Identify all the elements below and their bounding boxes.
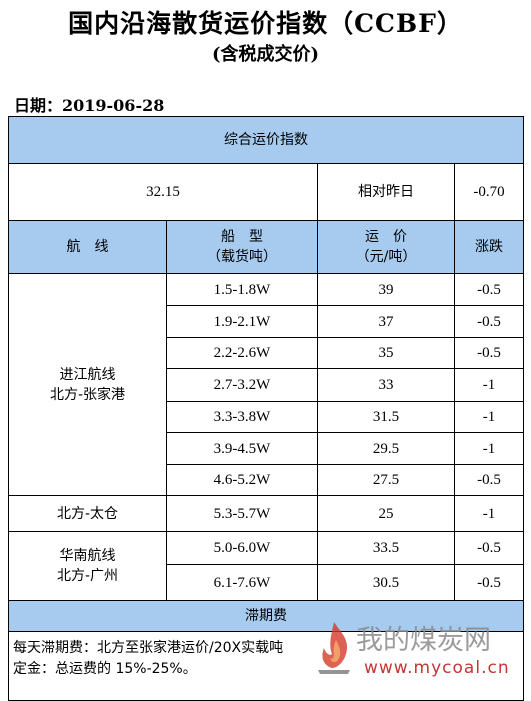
change-column-header: 涨跌	[454, 220, 524, 274]
change-cell: -1	[454, 368, 524, 402]
ship-size-cell: 3.9-4.5W	[166, 432, 318, 465]
change-vs-yesterday-label: 相对昨日	[317, 163, 455, 221]
price-cell: 27.5	[317, 464, 455, 496]
table-row: 6.1-7.6W 30.5 -0.5	[9, 564, 524, 601]
table-row: 2.7-3.2W 33 -1	[9, 368, 524, 402]
table-row: 北方-太仓 5.3-5.7W 25 -1	[8, 495, 524, 532]
table-row: 1.9-2.1W 37 -0.5	[9, 305, 524, 338]
price-cell: 33.5	[317, 531, 455, 565]
change-cell: -1	[454, 401, 524, 433]
freight-header-line1: 运 价	[365, 229, 407, 245]
price-cell: 30.5	[317, 564, 455, 601]
composite-index-value: 32.15	[8, 163, 318, 221]
freight-column-header: 运 价 （元/吨）	[317, 220, 455, 274]
route-name: 进江航线	[59, 366, 116, 383]
table-row: 4.6-5.2W 27.5 -0.5	[9, 464, 524, 496]
table-row: 华南航线 北方-广州 5.0-6.0W 33.5 -0.5	[8, 531, 524, 601]
route-ports: 北方-广州	[56, 568, 119, 584]
change-vs-yesterday-value: -0.70	[454, 163, 524, 221]
change-cell: -1	[454, 432, 524, 465]
price-cell: 33	[317, 368, 455, 402]
table-row: 2.2-2.6W 35 -0.5	[9, 337, 524, 369]
ship-size-cell: 2.2-2.6W	[166, 337, 318, 369]
change-cell: -0.5	[454, 531, 524, 565]
ship-size-cell: 1.5-1.8W	[166, 273, 318, 306]
route-cell-south-china: 华南航线 北方-广州	[8, 531, 167, 601]
report-date: 日期：2019-06-28	[14, 96, 165, 115]
route-name: 华南航线	[59, 548, 116, 564]
change-cell: -0.5	[454, 305, 524, 338]
route-ports: 北方-张家港	[49, 386, 126, 403]
deposit-note: 定金：总运费的 15%-25%。	[13, 661, 197, 677]
change-cell: -0.5	[454, 564, 524, 601]
change-cell: -0.5	[454, 273, 524, 306]
ship-type-column-header: 船 型 （载货吨）	[166, 220, 318, 274]
table-row: 3.9-4.5W 29.5 -1	[9, 432, 524, 465]
ship-size-cell: 1.9-2.1W	[166, 305, 318, 338]
price-cell: 35	[317, 337, 455, 369]
table-row: 3.3-3.8W 31.5 -1	[9, 401, 524, 433]
price-cell: 39	[317, 273, 455, 306]
page-title: 国内沿海散货运价指数（CCBF）	[68, 9, 463, 38]
ship-size-cell: 6.1-7.6W	[166, 564, 318, 601]
route-cell-yangtze: 进江航线 北方-张家港	[8, 273, 167, 496]
table-row: 进江航线 北方-张家港 1.5-1.8W 39 -0.5	[8, 273, 524, 496]
price-cell: 29.5	[317, 432, 455, 465]
ship-size-cell: 3.3-3.8W	[166, 401, 318, 433]
price-cell: 37	[317, 305, 455, 338]
change-cell: -0.5	[454, 337, 524, 369]
ship-type-header-line1: 船 型	[221, 229, 263, 245]
route-column-header: 航 线	[8, 220, 167, 274]
ship-size-cell: 5.0-6.0W	[166, 531, 318, 565]
freight-index-table: 综合运价指数 32.15 相对昨日 -0.70 航 线 船 型 （载货吨） 运 …	[8, 116, 524, 701]
change-cell: -1	[454, 495, 524, 532]
route-cell-taicang: 北方-太仓	[8, 495, 167, 532]
page-subtitle: (含税成交价)	[211, 44, 320, 65]
price-cell: 25	[317, 495, 455, 532]
ship-size-cell: 2.7-3.2W	[166, 368, 318, 402]
demurrage-header: 滞期费	[8, 600, 524, 632]
demurrage-fee-note: 每天滞期费：北方至张家港运价/20X实载吨	[13, 640, 284, 656]
demurrage-notes: 每天滞期费：北方至张家港运价/20X实载吨 定金：总运费的 15%-25%。	[8, 631, 524, 701]
freight-header-line2: （元/吨）	[355, 249, 417, 265]
ship-size-cell: 5.3-5.7W	[166, 495, 318, 532]
change-cell: -0.5	[454, 464, 524, 496]
ship-size-cell: 4.6-5.2W	[166, 464, 318, 496]
ship-type-header-line2: （载货吨）	[207, 249, 277, 265]
price-cell: 31.5	[317, 401, 455, 433]
composite-index-header: 综合运价指数	[8, 116, 524, 164]
